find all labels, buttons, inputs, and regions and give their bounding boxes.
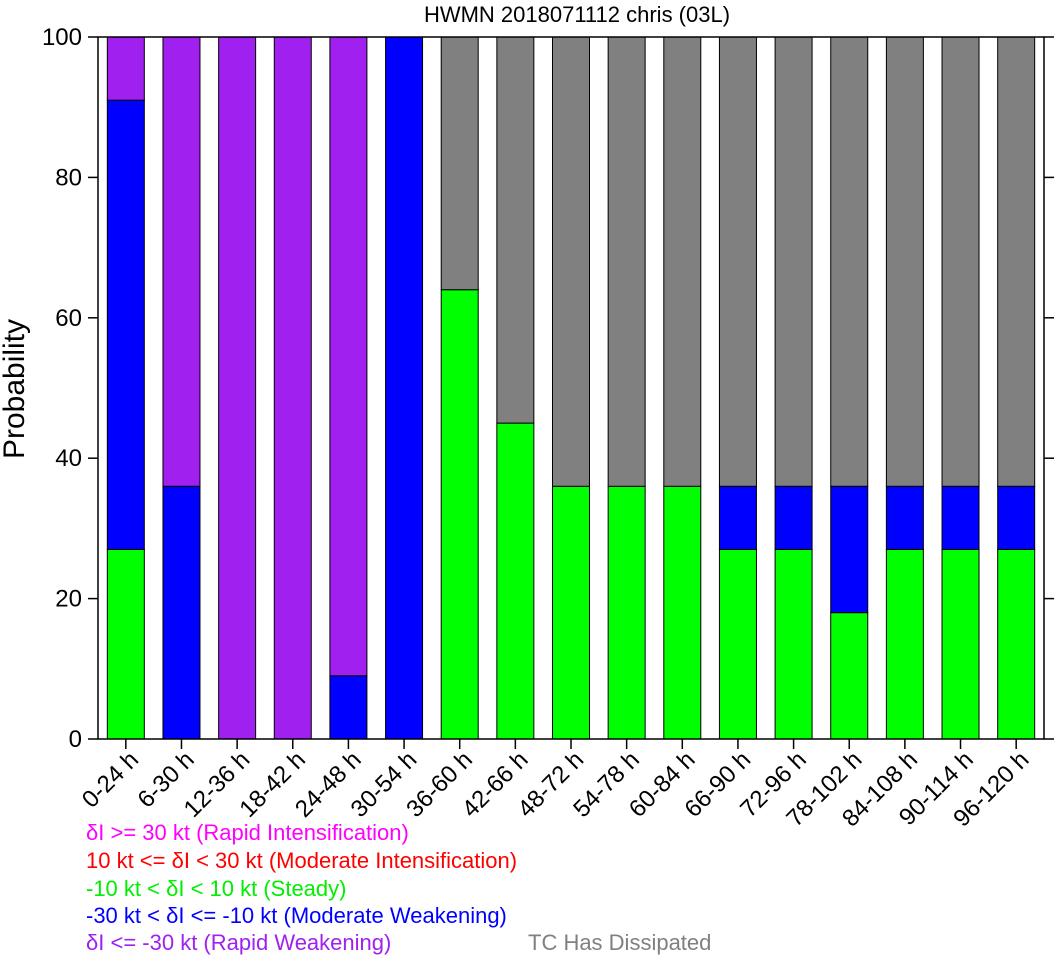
y-tick-label-0: 0 (69, 726, 82, 753)
bar-segment-dissipated-16 (997, 36, 1036, 487)
bar-segment-steady-14 (885, 548, 924, 740)
legend-moderate-intensification: 10 kt <= δI < 30 kt (Moderate Intensific… (86, 848, 518, 873)
y-axis-label: Probability (0, 319, 31, 459)
y-tick-label-20: 20 (55, 586, 82, 613)
bar-segment-rapweak-1 (162, 36, 201, 487)
bar-segment-steady-8 (552, 485, 590, 740)
legend-dissipated: TC Has Dissipated (528, 930, 712, 955)
bar-segment-steady-11 (718, 548, 757, 740)
bar-segment-modweak-1 (162, 485, 201, 740)
bar-segment-dissipated-12 (774, 36, 813, 487)
bar-segment-steady-16 (997, 548, 1036, 740)
bar-segment-modweak-4 (329, 675, 368, 740)
bar-segment-steady-6 (440, 289, 479, 740)
bar-segment-modweak-5 (385, 36, 424, 740)
bar-segment-dissipated-8 (552, 36, 590, 487)
bar-segment-modweak-14 (885, 485, 924, 550)
bar-segment-steady-12 (774, 548, 813, 740)
bar-segment-rapweak-4 (329, 36, 368, 677)
bar-segment-modweak-12 (774, 485, 813, 550)
bar-segment-dissipated-14 (885, 36, 924, 487)
chart-title: HWMN 2018071112 chris (03L) (424, 2, 730, 27)
y-tick-label-100: 100 (42, 24, 82, 51)
bar-segment-steady-9 (607, 485, 646, 740)
y-tick-label-60: 60 (55, 305, 82, 332)
bar-segment-rapweak-2 (218, 36, 257, 740)
y-axis: 0 20 40 60 80 100 (42, 24, 1054, 753)
bar-segment-steady-7 (496, 422, 535, 740)
legend-moderate-weakening: -30 kt < δI <= -10 kt (Moderate Weakenin… (86, 903, 507, 928)
legend-rapid-intensification: δI >= 30 kt (Rapid Intensification) (86, 820, 409, 845)
bar-segment-rapweak-3 (273, 36, 312, 740)
bar-segment-dissipated-11 (718, 36, 757, 487)
y-tick-label-40: 40 (55, 445, 82, 472)
bar-segment-modweak-16 (997, 485, 1036, 550)
bar-segment-steady-10 (663, 485, 702, 740)
bar-segment-rapweak-0 (106, 36, 145, 101)
legend-steady: -10 kt < δI < 10 kt (Steady) (86, 876, 347, 901)
legend-rapid-weakening: δI <= -30 kt (Rapid Weakening) (86, 930, 392, 955)
bar-segment-dissipated-9 (607, 36, 646, 487)
bar-segment-modweak-13 (830, 485, 869, 614)
bar-segment-dissipated-7 (496, 36, 535, 424)
bar-segment-modweak-0 (106, 99, 145, 550)
bar-segment-dissipated-6 (440, 36, 479, 291)
x-axis: 0-24 h6-30 h12-36 h18-42 h24-48 h30-54 h… (77, 739, 1034, 832)
bar-segment-dissipated-10 (663, 36, 702, 487)
x-tick-label-0: 0-24 h (77, 746, 144, 813)
bar-segment-dissipated-13 (830, 36, 869, 487)
plot-frame (97, 36, 1045, 740)
bars-group (106, 36, 1036, 740)
bar-segment-steady-15 (941, 548, 980, 740)
bar-segment-modweak-11 (718, 485, 757, 550)
y-tick-label-80: 80 (55, 164, 82, 191)
bar-segment-steady-0 (106, 548, 145, 740)
bar-segment-steady-13 (830, 612, 869, 740)
bar-segment-modweak-15 (941, 485, 980, 550)
bar-segment-dissipated-15 (941, 36, 980, 487)
